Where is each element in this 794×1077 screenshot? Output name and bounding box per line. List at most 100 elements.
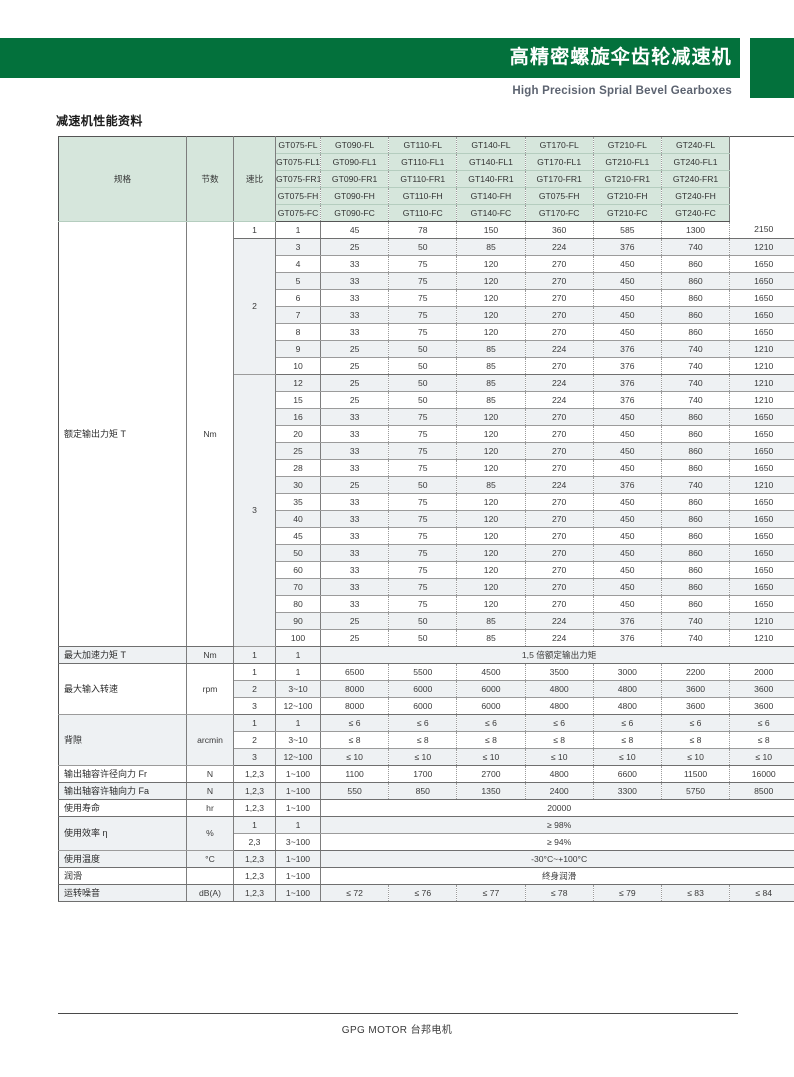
cell-spec-value: 850 xyxy=(388,782,458,800)
cell-torque-value: 33 xyxy=(320,255,390,273)
cell-torque-value: 1650 xyxy=(729,289,794,307)
cell-torque-value: 75 xyxy=(388,255,458,273)
table-row: 25 33 75 120 270 450 860 1650 xyxy=(59,442,794,460)
cell-spec-value: 550 xyxy=(320,782,390,800)
cell-merged-value: ≥ 94% xyxy=(320,833,794,851)
cell-spec-value: 4800 xyxy=(593,697,662,715)
cell-torque-value: 85 xyxy=(456,476,526,494)
table-row: 8 33 75 120 270 450 860 1650 xyxy=(59,323,794,341)
cell-ratio: 16 xyxy=(275,408,321,426)
cell-ratio: 1~100 xyxy=(275,799,321,817)
cell-spec-value: 3300 xyxy=(593,782,662,800)
cell-spec-value: ≤ 6 xyxy=(729,714,794,732)
cell-torque-value: 75 xyxy=(388,272,458,290)
cell-spec-value: 1700 xyxy=(388,765,458,783)
cell-torque-value: 25 xyxy=(320,357,390,375)
cell-torque-value: 33 xyxy=(320,527,390,545)
table-row: 70 33 75 120 270 450 860 1650 xyxy=(59,578,794,596)
cell-torque-value: 450 xyxy=(593,578,662,596)
cell-torque-value: 1650 xyxy=(729,544,794,562)
cell-torque-value: 450 xyxy=(593,595,662,613)
cell-stage: 1 xyxy=(233,221,276,239)
cell-torque-value: 33 xyxy=(320,459,390,477)
cell-torque-value: 860 xyxy=(661,561,731,579)
cell-torque-value: 33 xyxy=(320,442,390,460)
row-label-spec: 使用效率 η xyxy=(58,816,187,851)
header-cell-model: GT075-FL xyxy=(275,136,321,154)
cell-spec-value: 1350 xyxy=(456,782,526,800)
cell-spec-value: ≤ 83 xyxy=(661,884,731,902)
header-cell-model: GT210-FL xyxy=(593,136,662,154)
cell-merged-value: ≥ 98% xyxy=(320,816,794,834)
cell-ratio: 1~100 xyxy=(275,884,321,902)
cell-torque-value: 50 xyxy=(388,391,458,409)
cell-spec-value: 5500 xyxy=(388,663,458,681)
cell-torque-value: 75 xyxy=(388,595,458,613)
cell-spec-value: 2700 xyxy=(456,765,526,783)
table-row: 3 12~100 ≤ 10 ≤ 10 ≤ 10 ≤ 10 ≤ 10 ≤ 10 ≤ 10 xyxy=(59,748,794,766)
cell-torque-value: 270 xyxy=(525,255,594,273)
cell-torque-value: 450 xyxy=(593,289,662,307)
cell-torque-value: 450 xyxy=(593,255,662,273)
cell-torque-value: 1650 xyxy=(729,459,794,477)
cell-merged-value: 终身润滑 xyxy=(320,867,794,885)
cell-torque-value: 75 xyxy=(388,323,458,341)
cell-stage: 2,3 xyxy=(233,833,276,851)
header-cell-model: GT110-FR1 xyxy=(388,170,458,188)
table-row: 45 33 75 120 270 450 860 1650 xyxy=(59,527,794,545)
header-cell-model: GT110-FL xyxy=(388,136,458,154)
cell-torque-value: 33 xyxy=(320,408,390,426)
header-cell-model: GT110-FH xyxy=(388,187,458,205)
cell-spec-value: ≤ 78 xyxy=(525,884,594,902)
cell-stage: 1 xyxy=(233,663,276,681)
table-row: 3 12~100 8000 6000 6000 4800 4800 3600 3600 xyxy=(59,697,794,715)
cell-spec-value: 2000 xyxy=(729,663,794,681)
cell-torque-value: 1650 xyxy=(729,306,794,324)
cell-ratio: 6 xyxy=(275,289,321,307)
cell-ratio: 25 xyxy=(275,442,321,460)
table-header-row: GT075-FC GT090-FC GT110-FC GT140-FC GT170-FC… xyxy=(59,204,794,222)
cell-ratio: 1~100 xyxy=(275,850,321,868)
table-header-row: GT075-FL1 GT090-FL1 GT110-FL1 GT140-FL1 GT17… xyxy=(59,153,794,171)
cell-spec-value: ≤ 72 xyxy=(320,884,390,902)
cell-torque-value: 860 xyxy=(661,493,731,511)
cell-spec-value: 6000 xyxy=(388,697,458,715)
cell-torque-value: 25 xyxy=(320,374,390,392)
cell-torque-value: 860 xyxy=(661,255,731,273)
cell-spec-value: 6000 xyxy=(456,697,526,715)
header-cell-model: GT210-FH xyxy=(593,187,662,205)
row-unit-spec xyxy=(186,867,234,885)
table-row: 4 33 75 120 270 450 860 1650 xyxy=(59,255,794,273)
cell-torque-value: 270 xyxy=(525,357,594,375)
cell-torque-value: 1650 xyxy=(729,442,794,460)
table-row: 16 33 75 120 270 450 860 1650 xyxy=(59,408,794,426)
cell-spec-value: ≤ 8 xyxy=(525,731,594,749)
cell-spec-value: ≤ 8 xyxy=(320,731,390,749)
cell-spec-value: ≤ 10 xyxy=(661,748,731,766)
header-cell-stage: 节数 xyxy=(186,136,234,222)
cell-ratio: 50 xyxy=(275,544,321,562)
cell-ratio: 90 xyxy=(275,612,321,630)
cell-torque-value: 450 xyxy=(593,425,662,443)
table-row: 使用寿命 hr 1,2,3 1~100 20000 xyxy=(58,799,794,817)
cell-ratio: 40 xyxy=(275,510,321,528)
cell-torque-value: 120 xyxy=(456,510,526,528)
footer-divider xyxy=(58,1013,738,1014)
cell-torque-value: 75 xyxy=(388,408,458,426)
cell-spec-value: 3600 xyxy=(729,680,794,698)
table-body: 额定输出力矩 T Nm 1 1 45 78 150 360 585 1300 2150 2 3 25 50 8… xyxy=(58,221,794,902)
cell-torque-value: 860 xyxy=(661,442,731,460)
cell-torque-value: 150 xyxy=(456,221,526,239)
cell-torque-value: 33 xyxy=(320,493,390,511)
table-row: 9 25 50 85 224 376 740 1210 xyxy=(59,340,794,358)
cell-stage: 1 xyxy=(233,816,276,834)
cell-torque-value: 1210 xyxy=(729,391,794,409)
cell-torque-value: 120 xyxy=(456,425,526,443)
cell-ratio: 1 xyxy=(275,663,321,681)
cell-spec-value: 16000 xyxy=(729,765,794,783)
cell-torque-value: 1650 xyxy=(729,595,794,613)
cell-torque-value: 270 xyxy=(525,527,594,545)
header-cell-model: GT140-FC xyxy=(456,204,526,222)
cell-torque-value: 1210 xyxy=(729,612,794,630)
cell-torque-value: 120 xyxy=(456,306,526,324)
